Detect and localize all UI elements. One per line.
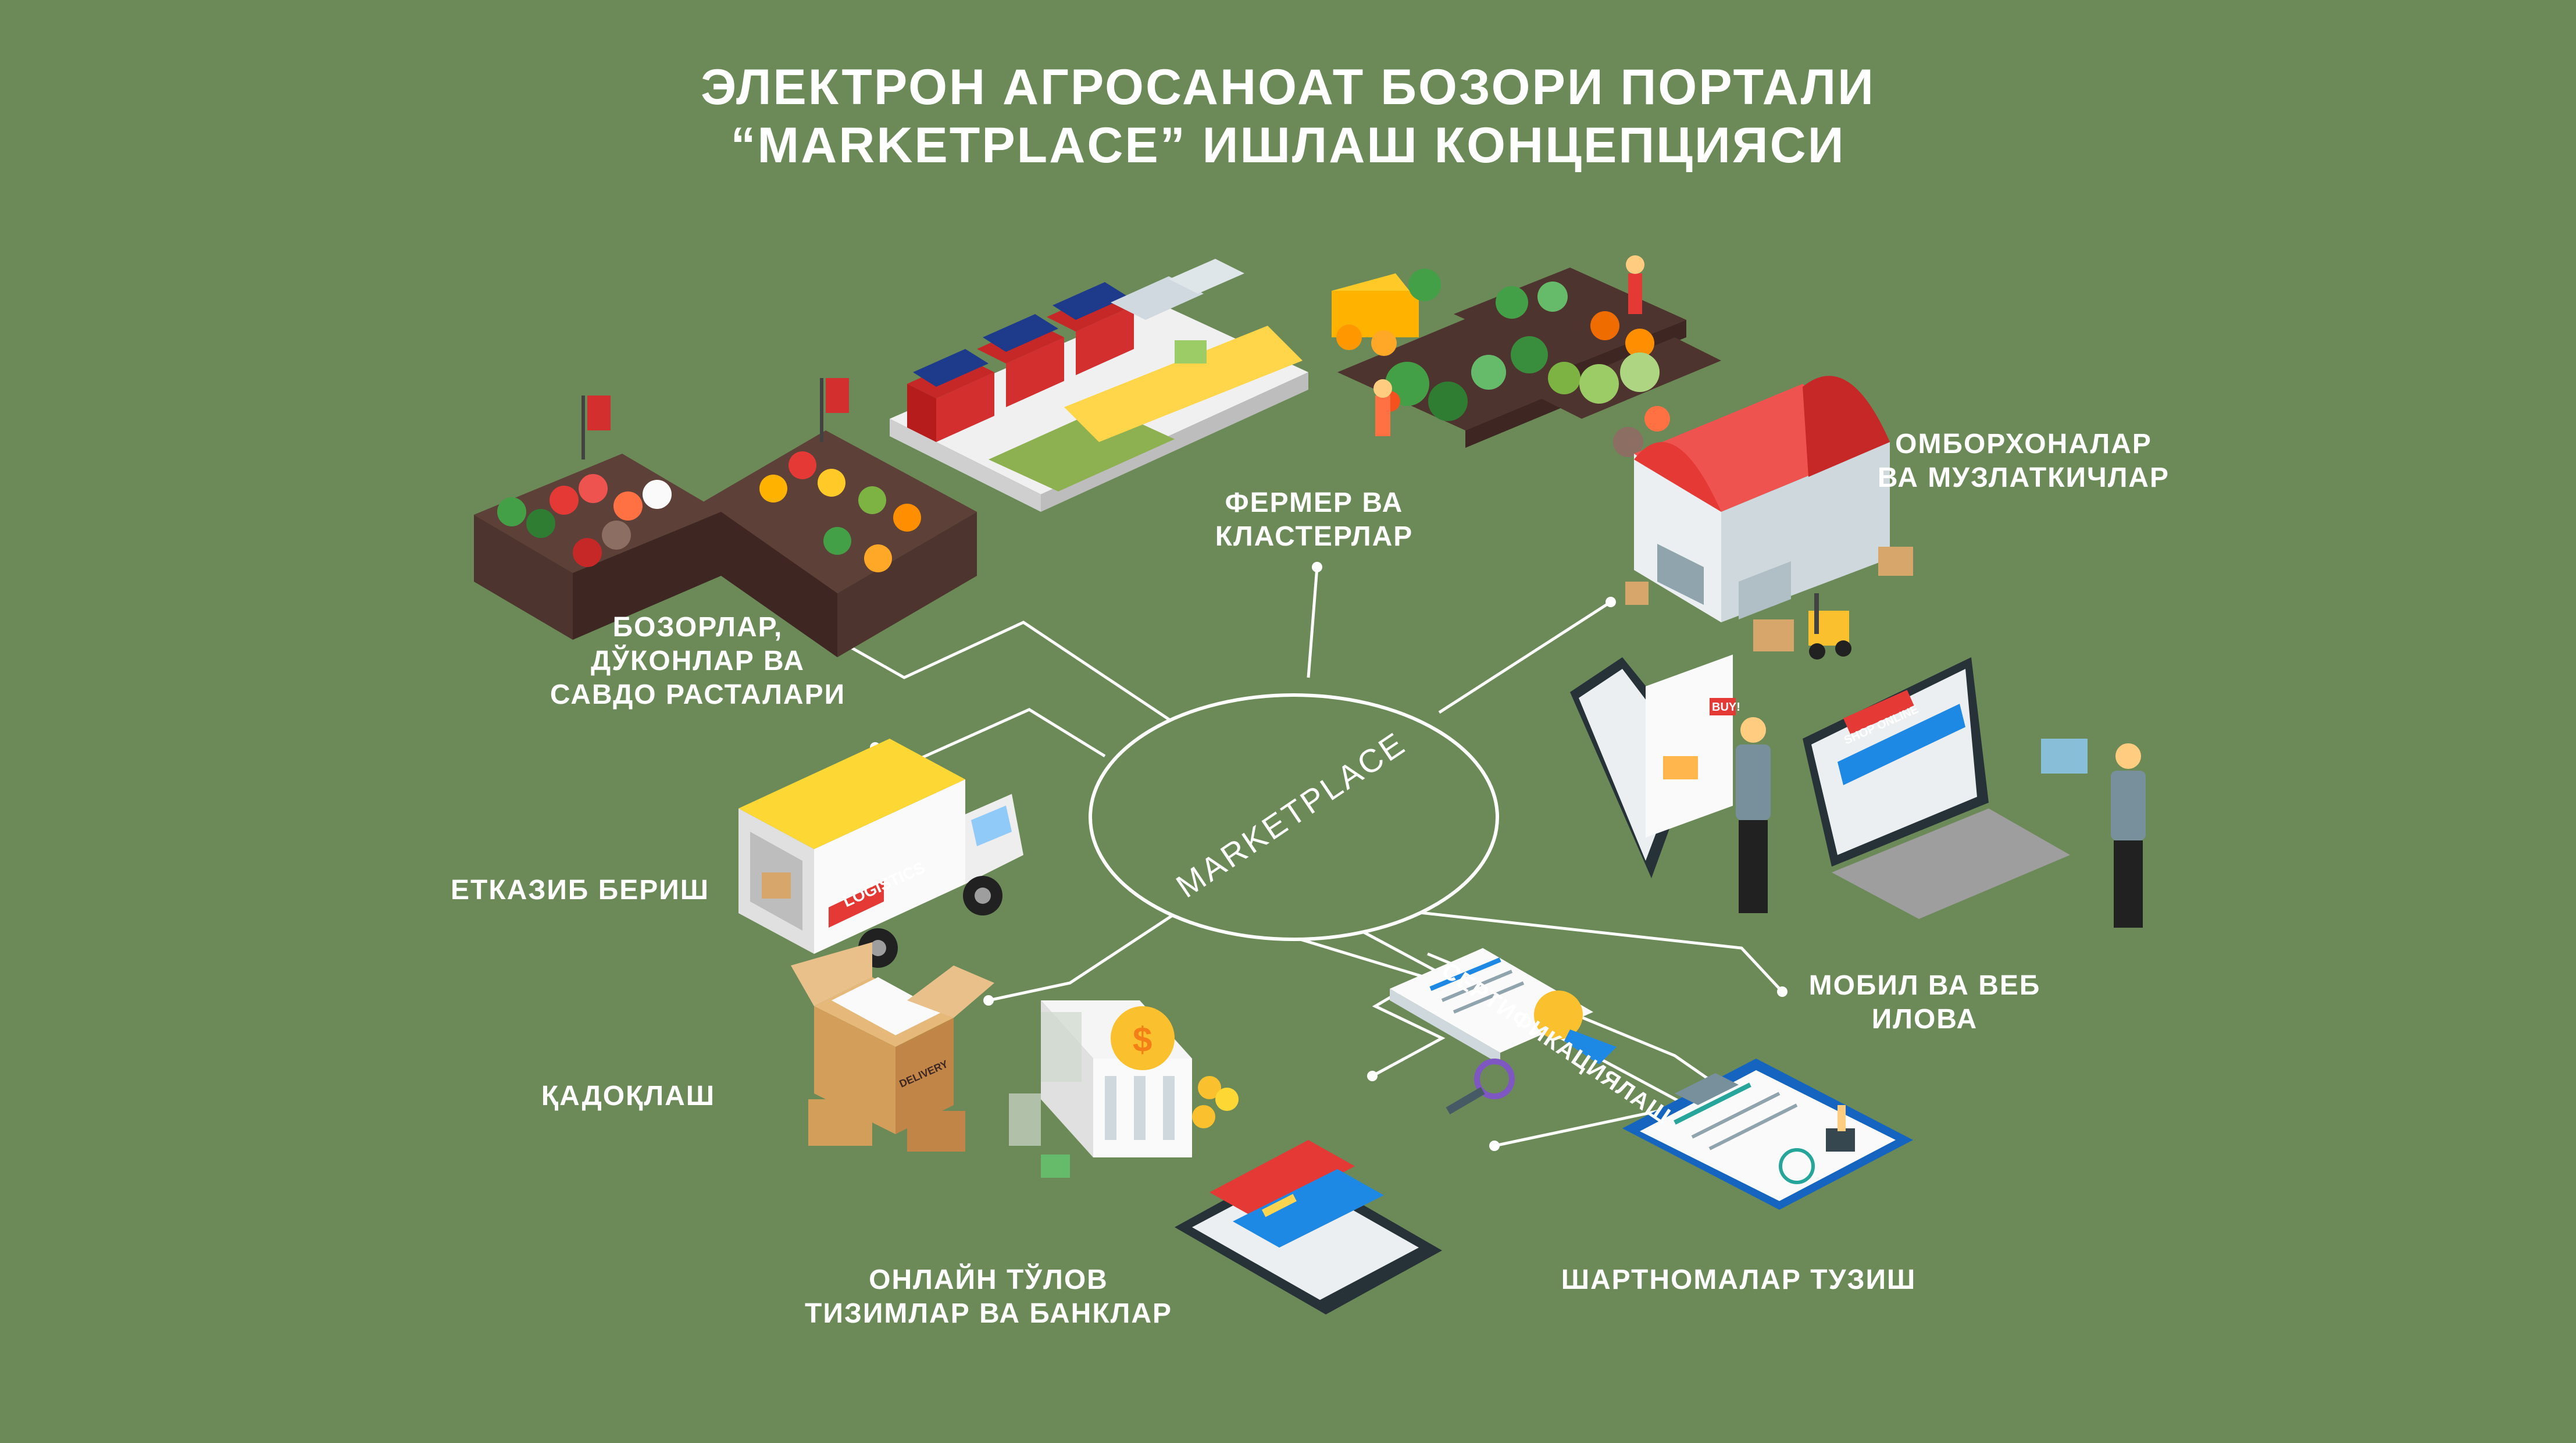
connector-packaging — [988, 903, 1190, 1002]
node-label-packaging: ҚАДОҚЛАШ — [407, 1079, 715, 1113]
connector-farmers — [1307, 566, 1319, 678]
node-label-line: ОНЛАЙН ТЎЛОВ — [869, 1264, 1108, 1295]
connector-warehouses — [1438, 600, 1612, 714]
node-label-line: ДЎКОНЛАР ВА — [591, 646, 805, 676]
certification-illustration — [1390, 948, 1617, 1115]
node-label-line: МОБИЛ ВА ВЕБ — [1808, 970, 2041, 1001]
seal-icon — [1534, 990, 1583, 1039]
node-label-line: КЛАСТЕРЛАР — [1215, 521, 1414, 552]
payment-cards-illustration — [1175, 1140, 1442, 1314]
packaging-illustration: DELIVERY — [791, 942, 994, 1152]
node-label-markets: БОЗОРЛАР, ДЎКОНЛАР ВА САВДО РАСТАЛАРИ — [547, 611, 849, 712]
node-label-warehouses: ОМБОРХОНАЛАР ВА МУЗЛАТКИЧЛАР — [1872, 427, 2175, 495]
page-title: ЭЛЕКТРОН АГРОСАНОАТ БОЗОРИ ПОРТАЛИ “MARK… — [0, 58, 2576, 174]
node-label-line: ОМБОРХОНАЛАР — [1895, 429, 2152, 459]
node-label-contracts: ШАРТНОМАЛАР ТУЗИШ — [1547, 1263, 1931, 1297]
node-label-line: ТИЗИМЛАР ВА БАНКЛАР — [805, 1298, 1172, 1329]
farm-cluster-illustration — [890, 259, 1308, 512]
buy-tag-text: BUY! — [1712, 701, 1740, 714]
coin-icon — [1111, 1006, 1175, 1070]
contract-illustration — [1622, 1059, 1913, 1210]
node-label-payments: ОНЛАЙН ТЎЛОВ ТИЗИМЛАР ВА БАНКЛАР — [802, 1263, 1175, 1331]
delivery-truck-illustration: LOGISTICS — [738, 739, 1023, 968]
node-label-line: ФЕРМЕР ВА — [1225, 487, 1404, 518]
laptop-shop-illustration: SHOP ONLINE — [1803, 657, 2146, 928]
connector-payments — [1261, 926, 1446, 1078]
node-label-delivery: ЕТКАЗИБ БЕРИШ — [407, 874, 709, 907]
connector-markets — [836, 621, 1173, 723]
node-label-farmers: ФЕРМЕР ВА КЛАСТЕРЛАР — [1175, 486, 1454, 554]
connector-mobile — [1372, 906, 1783, 993]
node-label-line: ҚАДОҚЛАШ — [541, 1081, 715, 1111]
node-label-line: ШАРТНОМАЛАР ТУЗИШ — [1561, 1264, 1917, 1295]
coin-symbol-text: $ — [1133, 1020, 1152, 1059]
title-line-1: ЭЛЕКТРОН АГРОСАНОАТ БОЗОРИ ПОРТАЛИ — [701, 59, 1875, 115]
node-label-mobile: МОБИЛ ВА ВЕБ ИЛОВА — [1791, 969, 2058, 1036]
node-label-line: ВА МУЗЛАТКИЧЛАР — [1877, 462, 2170, 493]
phone-app-illustration: BUY! — [1570, 654, 1771, 913]
market-stall-illustration — [474, 378, 977, 657]
node-label-line: САВДО РАСТАЛАРИ — [550, 679, 846, 710]
warehouse-illustration — [1625, 376, 1913, 660]
bank-illustration: $ — [1009, 1000, 1239, 1178]
node-label-line: БОЗОРЛАР, — [612, 612, 783, 643]
node-label-line: ЕТКАЗИБ БЕРИШ — [451, 875, 709, 906]
title-line-2: “MARKETPLACE” ИШЛАШ КОНЦЕПЦИЯСИ — [730, 117, 1846, 173]
node-label-line: ИЛОВА — [1871, 1004, 1978, 1035]
garden-illustration — [1332, 255, 1721, 457]
marketplace-hub — [1089, 693, 1499, 941]
